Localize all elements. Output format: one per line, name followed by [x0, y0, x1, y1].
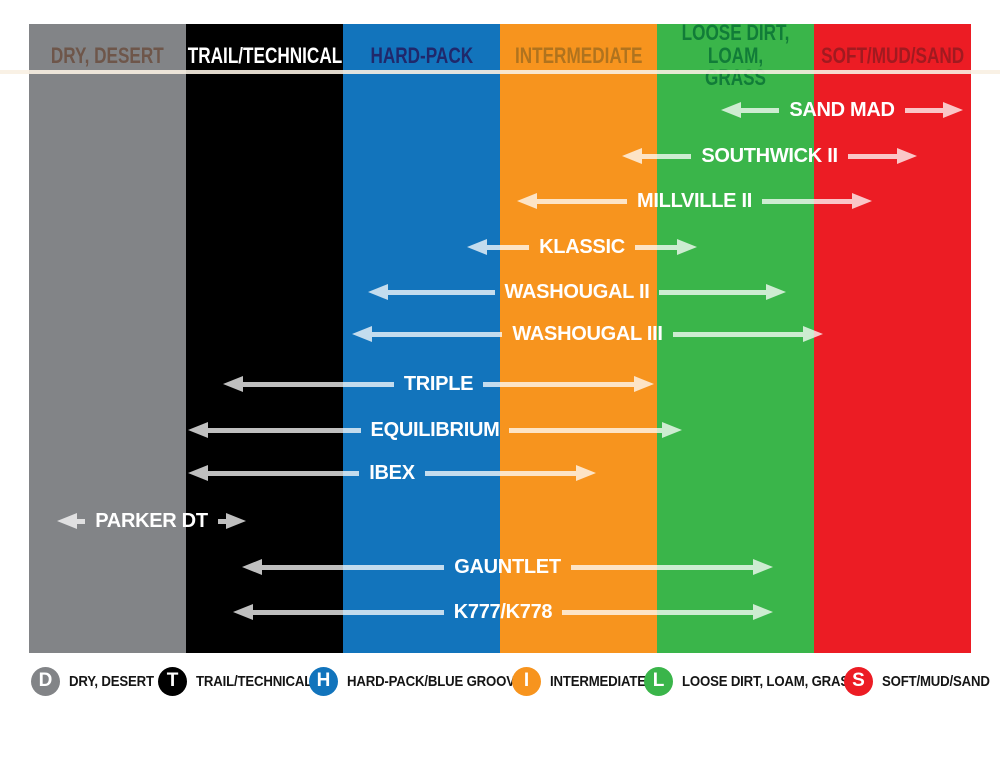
arrow-line — [372, 331, 503, 337]
arrow-line — [424, 470, 577, 476]
terrain-column-intermediate: INTERMEDIATE — [500, 24, 657, 653]
tire-label: EQUILIBRIUM — [370, 418, 500, 441]
arrow-line — [262, 564, 445, 570]
column-header-hard-pack: HARD-PACK — [343, 30, 500, 82]
header-divider-line — [0, 70, 1000, 74]
tire-label: GAUNTLET — [454, 555, 561, 578]
arrow-right-icon — [852, 193, 872, 209]
arrow-line — [642, 153, 692, 159]
terrain-column-loose-dirt-loam-grass: LOOSE DIRT, LOAM, GRASS — [657, 21, 814, 653]
arrow-right-icon — [943, 102, 963, 118]
arrow-line — [847, 153, 898, 159]
arrow-left-icon — [467, 239, 487, 255]
tire-label: IBEX — [369, 461, 415, 484]
column-header-trail-technical: TRAIL/TECHNICAL — [186, 30, 343, 82]
tire-label: KLASSIC — [539, 235, 625, 258]
arrow-right-icon — [226, 513, 246, 529]
tire-range-gauntlet: GAUNTLET — [242, 555, 774, 579]
arrow-left-icon — [622, 148, 642, 164]
tire-range-equilibrium: EQUILIBRIUM — [188, 418, 683, 442]
arrow-line — [741, 107, 780, 113]
tire-label: TRIPLE — [403, 372, 474, 395]
arrow-right-icon — [766, 284, 786, 300]
arrow-right-icon — [677, 239, 697, 255]
tire-range-klassic: KLASSIC — [467, 235, 697, 259]
arrow-line — [77, 518, 86, 524]
terrain-column-trail-technical: TRAIL/TECHNICAL — [186, 24, 343, 653]
tire-label: K777/K778 — [453, 600, 553, 623]
column-header-loose-dirt-loam-grass: LOOSE DIRT, LOAM, GRASS — [657, 21, 814, 89]
arrow-line — [388, 289, 495, 295]
column-header-label: TRAIL/TECHNICAL — [187, 42, 342, 68]
arrow-left-icon — [517, 193, 537, 209]
column-header-label: HARD-PACK — [370, 42, 473, 68]
tire-range-washougal-iii: WASHOUGAL III — [352, 322, 823, 346]
arrow-line — [483, 381, 635, 387]
arrow-line — [253, 609, 444, 615]
arrow-left-icon — [188, 465, 208, 481]
arrow-line — [217, 518, 226, 524]
arrow-left-icon — [223, 376, 243, 392]
arrow-line — [208, 427, 361, 433]
tire-label: MILLVILLE II — [637, 189, 752, 212]
column-header-label: DRY, DESERT — [51, 42, 164, 68]
arrow-line — [562, 609, 754, 615]
tire-range-millville-ii: MILLVILLE II — [517, 189, 872, 213]
column-header-label: LOOSE DIRT, LOAM, GRASS — [681, 20, 790, 91]
arrow-line — [659, 289, 766, 295]
arrow-left-icon — [721, 102, 741, 118]
tire-range-k777-k778: K777/K778 — [233, 600, 774, 624]
arrow-line — [208, 470, 360, 476]
tire-label: WASHOUGAL III — [512, 322, 663, 345]
tire-range-triple: TRIPLE — [223, 372, 655, 396]
arrow-line — [672, 331, 803, 337]
terrain-column-dry-desert: DRY, DESERT — [29, 24, 186, 653]
arrow-line — [243, 381, 394, 387]
arrow-left-icon — [368, 284, 388, 300]
tire-label: WASHOUGAL II — [504, 280, 650, 303]
arrow-line — [904, 107, 943, 113]
arrow-left-icon — [57, 513, 77, 529]
tire-range-parker-dt: PARKER DT — [57, 509, 246, 533]
arrow-line — [537, 198, 628, 204]
arrow-left-icon — [352, 326, 372, 342]
arrow-right-icon — [803, 326, 823, 342]
arrow-right-icon — [662, 422, 683, 438]
column-header-intermediate: INTERMEDIATE — [500, 30, 657, 82]
tire-range-southwick-ii: SOUTHWICK II — [622, 144, 918, 168]
arrow-line — [509, 427, 663, 433]
arrow-line — [634, 244, 677, 250]
tire-label: SAND MAD — [789, 98, 895, 121]
arrow-right-icon — [634, 376, 655, 392]
column-header-label: SOFT/MUD/SAND — [821, 42, 965, 68]
tire-range-sand-mad: SAND MAD — [721, 98, 963, 122]
tire-label: PARKER DT — [95, 509, 208, 532]
arrow-line — [570, 564, 754, 570]
column-header-label: INTERMEDIATE — [514, 42, 643, 68]
arrow-left-icon — [233, 604, 253, 620]
arrow-line — [761, 198, 852, 204]
arrow-right-icon — [576, 465, 597, 481]
arrow-left-icon — [242, 559, 262, 575]
tire-range-washougal-ii: WASHOUGAL II — [368, 280, 786, 304]
arrow-left-icon — [188, 422, 208, 438]
arrow-right-icon — [897, 148, 918, 164]
arrow-right-icon — [753, 604, 774, 620]
terrain-column-soft-mud-sand: SOFT/MUD/SAND — [814, 24, 971, 653]
column-header-soft-mud-sand: SOFT/MUD/SAND — [814, 30, 971, 82]
tire-range-ibex: IBEX — [188, 461, 597, 485]
arrow-right-icon — [753, 559, 774, 575]
column-header-dry-desert: DRY, DESERT — [29, 30, 186, 82]
arrow-line — [487, 244, 530, 250]
tire-label: SOUTHWICK II — [701, 144, 838, 167]
